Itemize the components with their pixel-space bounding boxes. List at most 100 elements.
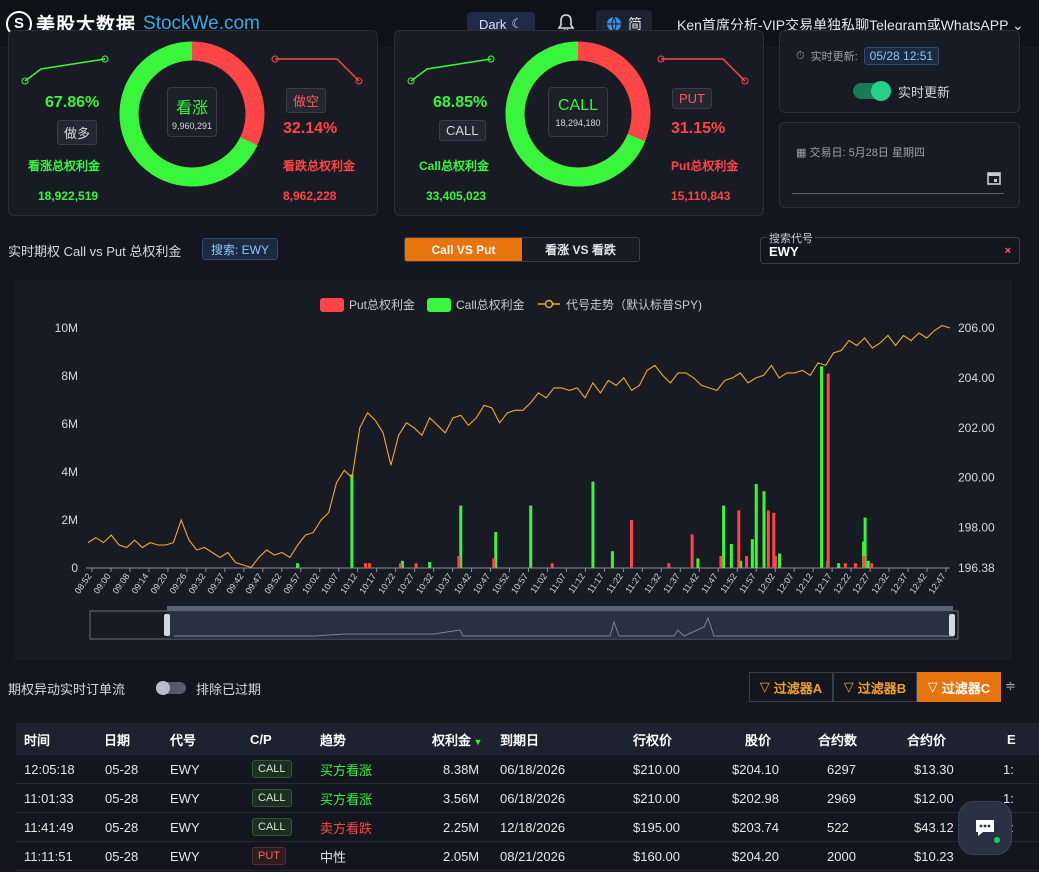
- x-tick-label: 12:42: [908, 571, 929, 595]
- x-tick-label: 10:32: [414, 571, 435, 595]
- live-update-panel: ⏱ 实时更新: 05/28 12:51 实时更新: [779, 30, 1020, 113]
- cell-price: $202.98: [732, 790, 779, 806]
- cell-cprice: $43.12: [914, 819, 954, 835]
- filter-icon: ▽: [927, 679, 938, 694]
- put-bar: [772, 512, 776, 568]
- call-bar: [591, 481, 595, 568]
- put-bar: [862, 556, 866, 568]
- trade-day-panel: ▦ 交易日: 5月28日 星期四: [779, 122, 1020, 208]
- cell-date: 05-28: [105, 819, 139, 835]
- table-row[interactable]: 11:41:49 05-28 EWY CALL 卖方看跌 2.25M 12/18/2026 $…: [16, 813, 1039, 842]
- call-bar: [866, 560, 870, 568]
- language-label: 简: [628, 16, 642, 32]
- col-cp[interactable]: C/P: [250, 731, 272, 747]
- exclude-expired-label: 排除已过期: [196, 682, 262, 697]
- calendar-icon[interactable]: [986, 170, 1002, 186]
- table-row[interactable]: 11:01:33 05-28 EWY CALL 买方看涨 3.56M 06/18/2026 $…: [16, 784, 1039, 813]
- x-tick-label: 10:37: [433, 571, 454, 595]
- exclude-expired-toggle[interactable]: [156, 681, 186, 695]
- put-bar: [690, 534, 694, 568]
- update-label: 实时更新:: [810, 51, 858, 63]
- bull-percent: 67.86%: [45, 94, 100, 111]
- call-bar: [400, 560, 404, 568]
- x-tick-label: 10:52: [490, 571, 511, 595]
- right-tick-label: 196.38: [958, 561, 995, 575]
- call-bar: [729, 544, 733, 568]
- live-update-toggle[interactable]: [853, 81, 891, 101]
- put-bar: [719, 556, 723, 568]
- call-bar: [428, 562, 432, 568]
- x-tick-label: 09:42: [224, 571, 245, 595]
- filter-settings-icon[interactable]: ≑: [1005, 678, 1016, 693]
- table-row[interactable]: 12:05:18 05-28 EWY CALL 买方看涨 8.38M 06/18/2026 $…: [16, 755, 1039, 784]
- col-extra[interactable]: E: [1007, 731, 1016, 747]
- bull-bear-panel: 67.86% 做多 看涨总权利金 18,922,519 看涨 9,960,291…: [8, 30, 378, 216]
- put-bar: [550, 563, 554, 568]
- premium-chart: Put总权利金 Call总权利金 代号走势（默认标普SPY) 0 2M 4M 6M 8M 10M…: [14, 280, 1012, 660]
- col-symbol[interactable]: 代号: [170, 732, 197, 748]
- trend-up-line-icon: [407, 55, 495, 85]
- sort-down-icon: ▼: [471, 736, 483, 747]
- cell-cp: CALL: [252, 818, 292, 836]
- chat-button[interactable]: [958, 801, 1012, 855]
- call-bar: [762, 491, 766, 568]
- col-strike[interactable]: 行权价: [633, 732, 673, 748]
- legend-marker-2: [544, 299, 554, 309]
- cell-cp: CALL: [252, 760, 292, 778]
- cell-price: $204.20: [732, 848, 779, 864]
- brand-name-en: StockWe.com: [143, 12, 260, 34]
- trade-day-label: 交易日: 5月28日 星期四: [809, 147, 925, 159]
- x-tick-label: 12:32: [870, 571, 891, 595]
- call-bar: [529, 505, 533, 568]
- put-tag: PUT: [672, 88, 712, 109]
- col-contract-price[interactable]: 合约价: [907, 732, 947, 748]
- tab-bull-vs-bear[interactable]: 看涨 VS 看跌: [522, 238, 639, 261]
- col-contracts[interactable]: 合约数: [818, 732, 858, 748]
- cell-cprice: $10.23: [914, 848, 954, 864]
- update-time-row: ⏱ 实时更新: 05/28 12:51: [796, 47, 940, 65]
- x-tick-label: 10:12: [338, 571, 359, 595]
- x-tick-label: 09:20: [148, 571, 169, 595]
- bear-premium-label: 看跌总权利金: [283, 159, 356, 173]
- x-tick-label: 11:37: [661, 571, 682, 595]
- put-bar: [629, 520, 633, 568]
- cell-qty: 2969: [827, 790, 856, 806]
- x-tick-label: 11:22: [604, 571, 625, 595]
- order-flow-title: 期权异动实时订单流: [8, 682, 126, 697]
- col-date[interactable]: 日期: [104, 732, 131, 748]
- filter-c-button[interactable]: ▽ 过滤器C: [917, 672, 1001, 702]
- cell-cp: PUT: [252, 847, 286, 865]
- filter-b-button[interactable]: ▽ 过滤器B: [833, 672, 917, 702]
- col-trend[interactable]: 趋势: [320, 732, 347, 748]
- col-premium[interactable]: 权利金 ▼: [432, 730, 482, 749]
- col-expiry[interactable]: 到期日: [500, 732, 540, 748]
- clear-icon[interactable]: ×: [1004, 245, 1011, 257]
- call-bar: [820, 366, 824, 568]
- call-put-panel: 68.85% CALL Call总权利金 33,405,023 CALL 18,…: [394, 30, 764, 216]
- live-update-label: 实时更新: [898, 85, 951, 100]
- promo-link[interactable]: Ken首席分析-VIP交易单独私聊Telegram或WhatsAPP ⌄: [677, 15, 1024, 35]
- moon-icon: ☾: [511, 16, 524, 31]
- tab-call-vs-put[interactable]: Call VS Put: [405, 238, 522, 261]
- symbol-search-input[interactable]: 搜索代号 EWY ×: [760, 230, 1020, 264]
- table-body: 12:05:18 05-28 EWY CALL 买方看涨 8.38M 06/18/2026 $…: [16, 755, 1039, 871]
- col-stock-price[interactable]: 股价: [745, 732, 772, 748]
- cell-time: 12:05:18: [24, 761, 75, 777]
- call-bar: [778, 553, 782, 568]
- call-put-donut: [505, 41, 651, 187]
- col-time[interactable]: 时间: [24, 732, 51, 748]
- bull-center-value: 9,960,291: [171, 120, 213, 131]
- call-premium-value: 33,405,023: [426, 189, 487, 203]
- x-tick-label: 09:00: [92, 571, 113, 595]
- cell-cp: CALL: [252, 789, 292, 807]
- chevron-down-icon: ⌄: [1008, 17, 1024, 33]
- trade-day-field[interactable]: ▦ 交易日: 5月28日 星期四: [796, 144, 925, 160]
- cell-prem: 2.25M: [443, 819, 480, 835]
- put-bar: [773, 556, 777, 568]
- table-row[interactable]: 11:11:51 05-28 EWY PUT 中性 2.05M 08/21/2026 $160…: [16, 842, 1039, 871]
- x-tick-label: 10:17: [357, 571, 378, 595]
- put-premium-value: 15,110,843: [671, 189, 731, 203]
- chart-title: 实时期权 Call vs Put 总权利金: [8, 244, 182, 259]
- x-tick-label: 12:12: [794, 571, 815, 595]
- filter-a-button[interactable]: ▽ 过滤器A: [749, 672, 833, 702]
